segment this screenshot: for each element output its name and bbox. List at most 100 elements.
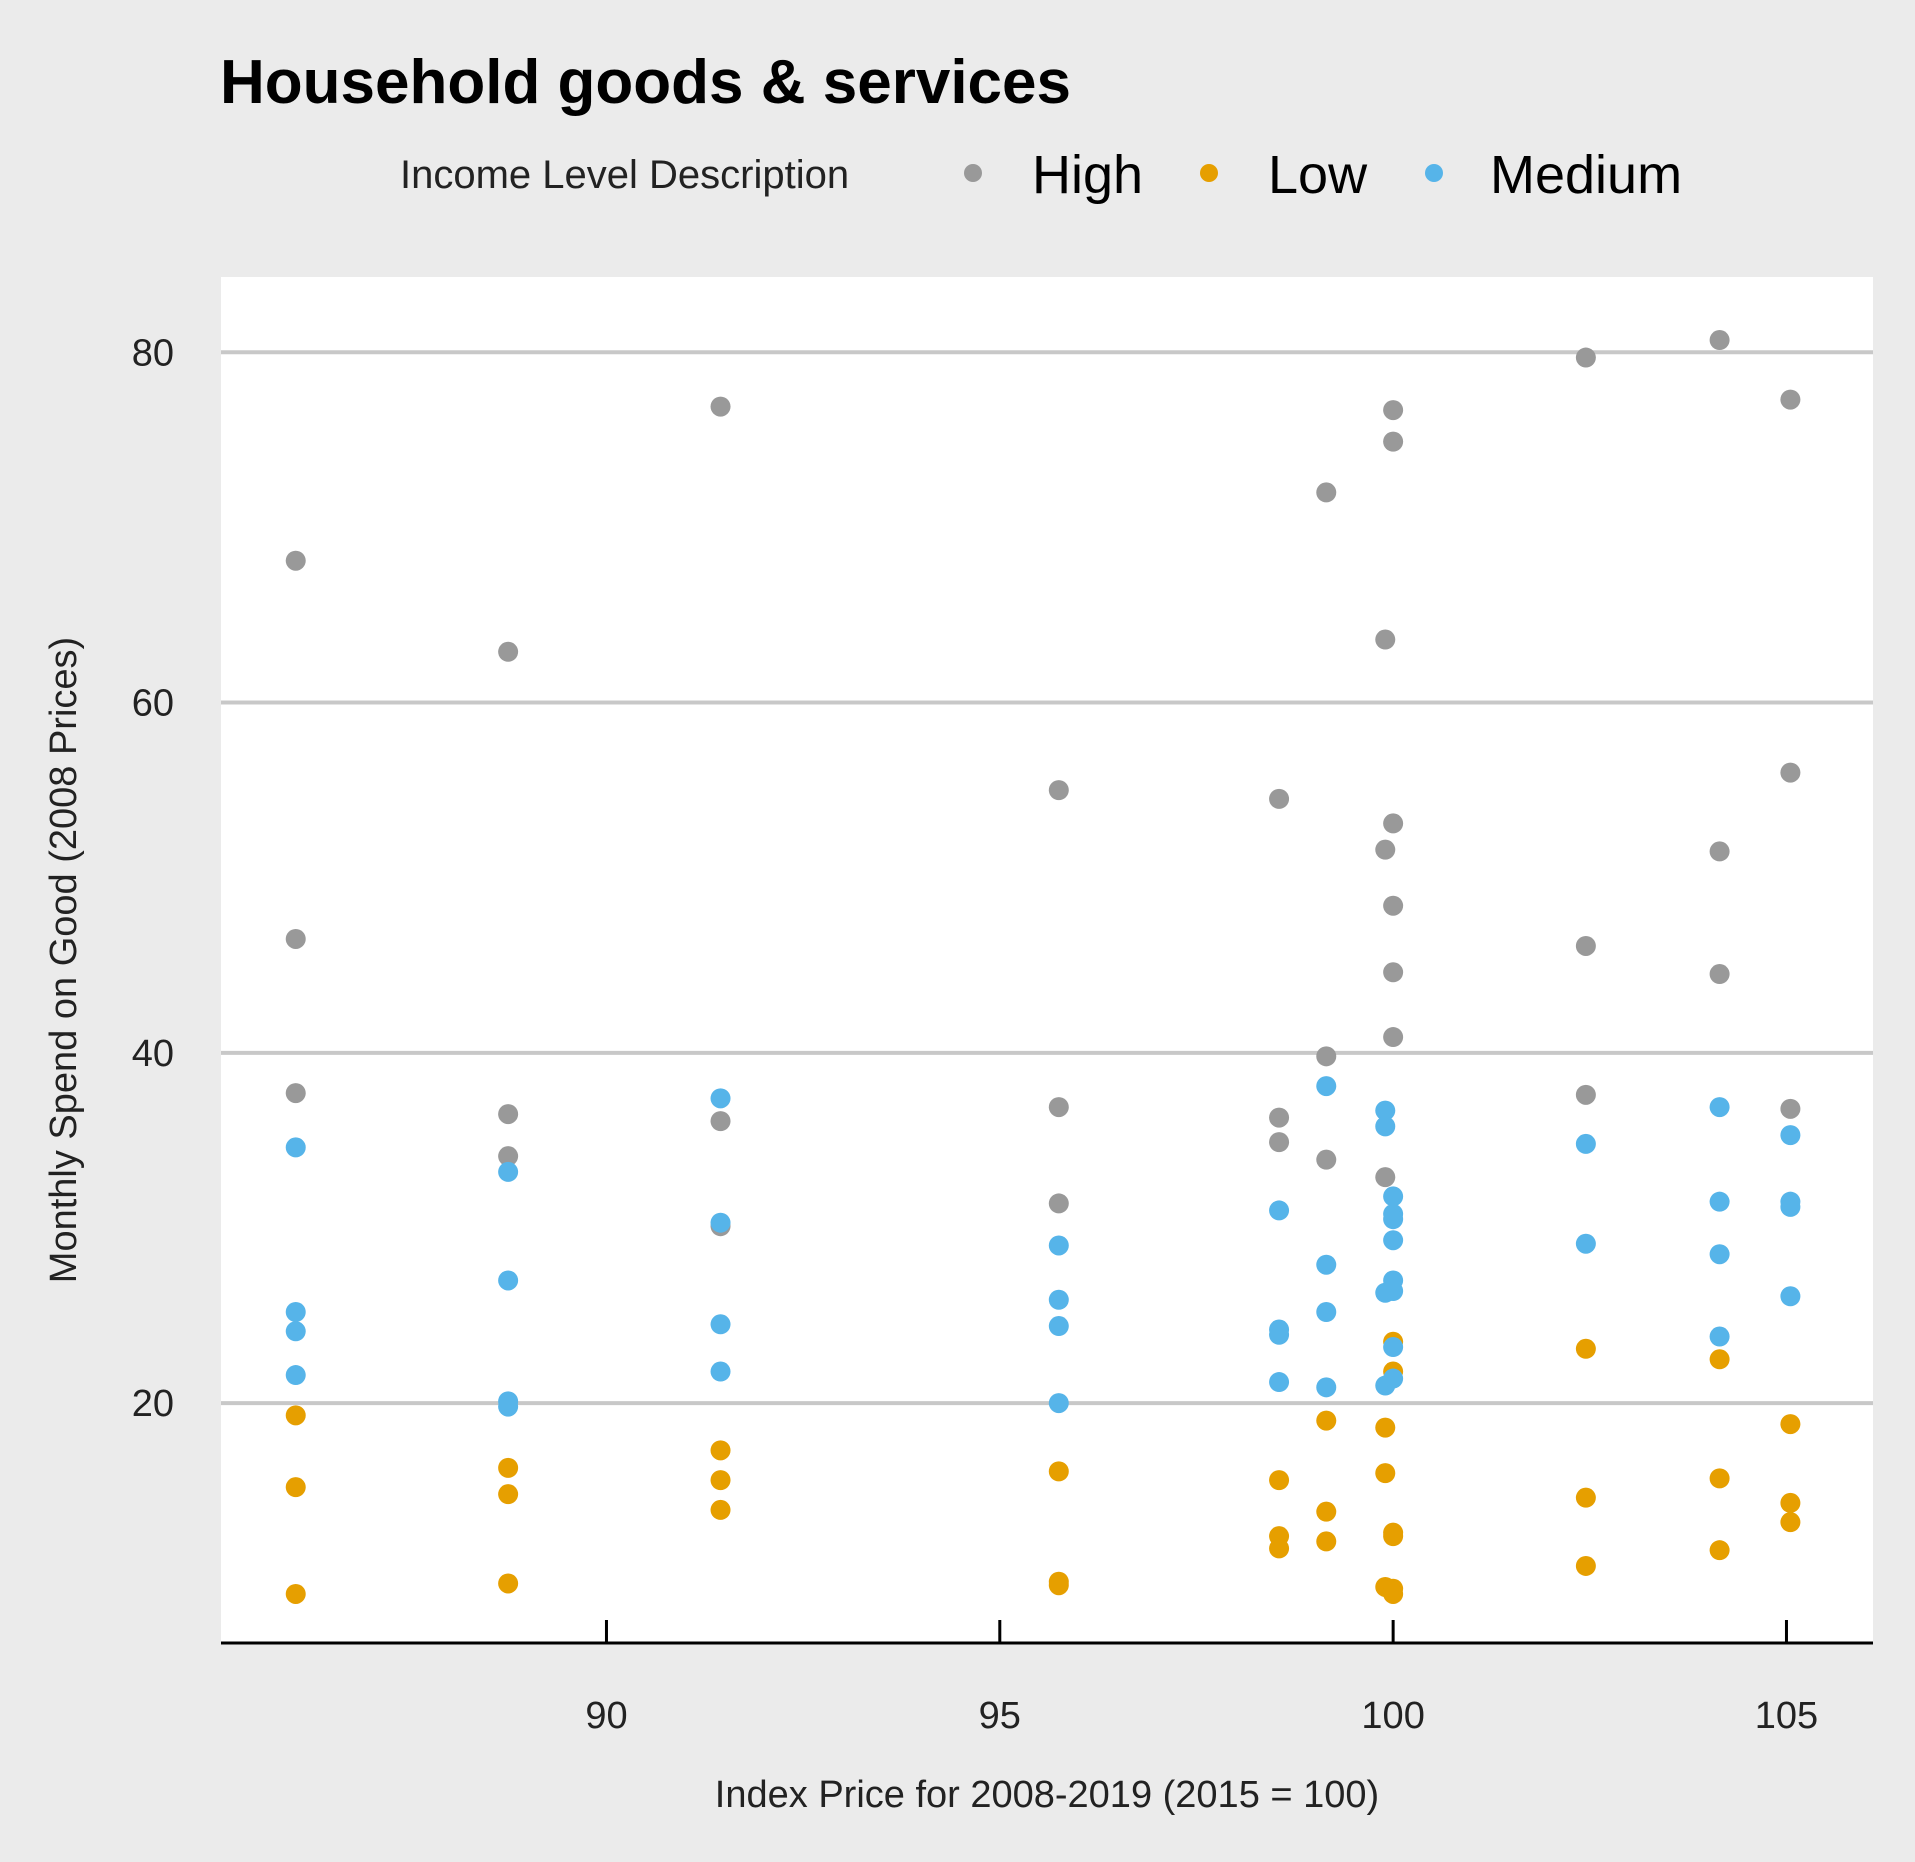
point-low-19 [1375,1463,1396,1484]
point-low-4 [498,1484,519,1505]
point-high-3 [498,641,519,662]
point-high-5 [498,1146,519,1167]
legend: Income Level Description High Low Medium [400,145,1682,205]
point-high-28 [1575,935,1596,956]
legend-items: High Low Medium [964,145,1682,205]
x-tick-label-90: 90 [585,1695,627,1737]
point-low-26 [1383,1583,1404,1604]
point-high-27 [1575,347,1596,368]
point-medium-37 [1575,1233,1596,1254]
point-medium-4 [498,1161,519,1182]
x-tick-label-105: 105 [1755,1695,1818,1737]
point-medium-31 [1383,1230,1404,1251]
point-medium-45 [1780,1286,1801,1307]
point-low-24 [1383,1526,1404,1547]
point-medium-16 [1269,1200,1290,1221]
point-high-13 [1269,1107,1290,1128]
point-high-18 [1375,629,1396,650]
y-tick-label-60: 60 [132,683,174,725]
point-low-11 [1048,1575,1069,1596]
point-medium-7 [498,1396,519,1417]
point-high-10 [1048,1097,1069,1118]
point-medium-39 [1709,1191,1730,1212]
point-low-2 [285,1583,306,1604]
point-medium-23 [1316,1377,1337,1398]
point-high-6 [710,396,731,417]
point-high-19 [1375,839,1396,860]
point-high-34 [1780,762,1801,783]
point-high-2 [285,1083,306,1104]
point-medium-15 [1048,1393,1069,1414]
point-medium-0 [285,1137,306,1158]
point-low-34 [1780,1492,1801,1513]
point-low-17 [1316,1531,1337,1552]
point-high-12 [1269,788,1290,809]
point-medium-19 [1269,1372,1290,1393]
point-high-35 [1780,1098,1801,1119]
point-medium-41 [1709,1326,1730,1347]
point-high-16 [1316,1046,1337,1067]
point-high-23 [1383,813,1404,834]
point-medium-14 [1048,1316,1069,1337]
legend-marker-high [964,164,982,182]
point-high-25 [1383,962,1404,983]
point-medium-36 [1575,1133,1596,1154]
point-medium-13 [1048,1289,1069,1310]
legend-title: Income Level Description [400,153,849,197]
point-high-29 [1575,1084,1596,1105]
point-medium-24 [1375,1100,1396,1121]
point-high-4 [498,1104,519,1125]
point-high-33 [1780,389,1801,410]
point-low-3 [498,1457,519,1478]
point-medium-18 [1269,1324,1290,1345]
point-high-24 [1383,895,1404,916]
point-medium-10 [710,1314,731,1335]
point-medium-28 [1383,1186,1404,1207]
point-low-5 [498,1573,519,1594]
point-low-9 [1048,1461,1069,1482]
point-low-6 [710,1440,731,1461]
point-high-26 [1383,1027,1404,1048]
y-axis-title: Monthly Spend on Good (2008 Prices) [43,637,85,1283]
grid-lines [221,350,1873,1406]
x-tick-label-100: 100 [1361,1695,1424,1737]
point-low-29 [1575,1555,1596,1576]
point-medium-20 [1316,1076,1337,1097]
point-medium-44 [1780,1196,1801,1217]
point-medium-9 [710,1212,731,1233]
point-low-27 [1575,1338,1596,1359]
point-high-22 [1383,431,1404,452]
point-medium-38 [1709,1097,1730,1118]
point-low-35 [1780,1512,1801,1533]
y-tick-label-20: 20 [132,1383,174,1425]
point-medium-1 [285,1302,306,1323]
point-low-12 [1269,1470,1290,1491]
legend-marker-medium [1425,164,1443,182]
point-low-7 [710,1470,731,1491]
y-tick-label-40: 40 [132,1033,174,1075]
point-low-15 [1316,1410,1337,1431]
point-low-16 [1316,1501,1337,1522]
point-medium-40 [1709,1244,1730,1265]
point-high-20 [1375,1167,1396,1188]
point-high-11 [1048,1193,1069,1214]
x-ticks: 90 95 100 105 [585,1620,1818,1737]
point-medium-35 [1383,1368,1404,1389]
point-low-14 [1269,1538,1290,1559]
point-medium-34 [1383,1337,1404,1358]
point-low-31 [1709,1468,1730,1489]
x-tick-label-95: 95 [979,1695,1021,1737]
data-points [285,330,1801,1604]
point-medium-3 [285,1365,306,1386]
point-medium-22 [1316,1302,1337,1323]
point-medium-12 [1048,1235,1069,1256]
point-medium-33 [1383,1280,1404,1301]
point-high-14 [1269,1132,1290,1153]
point-low-33 [1780,1414,1801,1435]
chart-title: Household goods & services [220,48,1071,117]
point-high-7 [710,1111,731,1132]
plot-panel [221,277,1873,1642]
point-medium-11 [710,1361,731,1382]
